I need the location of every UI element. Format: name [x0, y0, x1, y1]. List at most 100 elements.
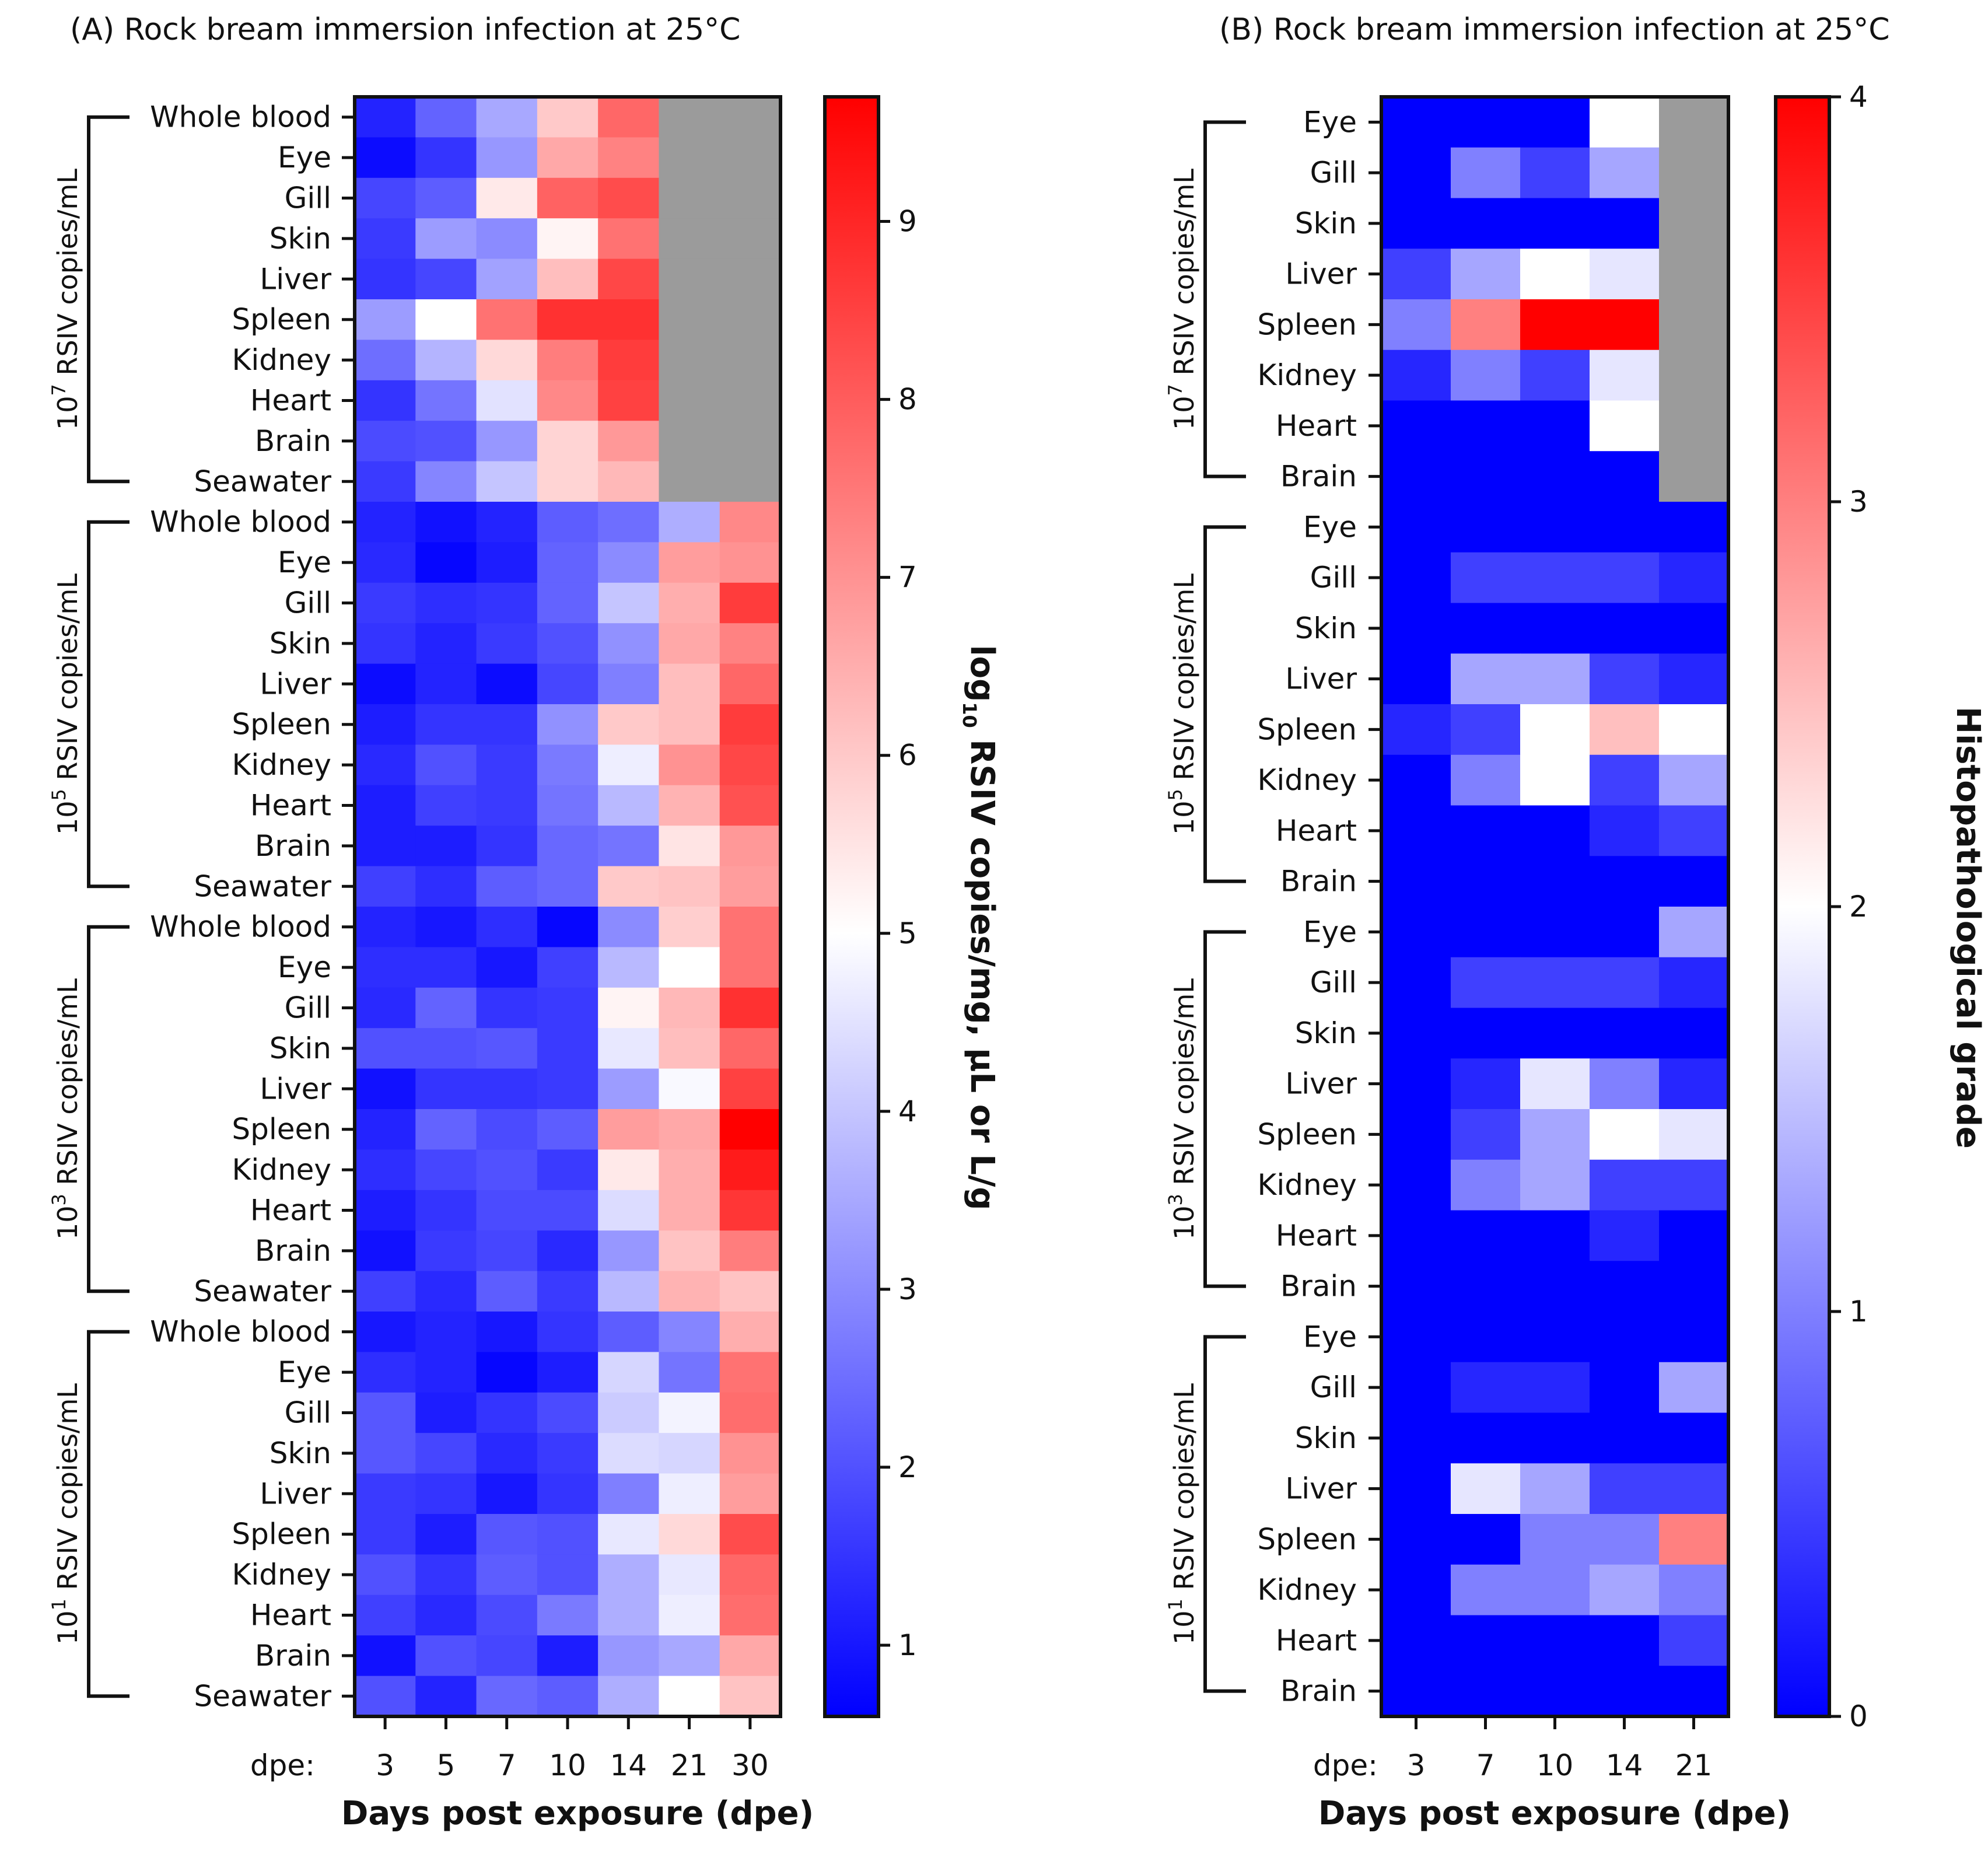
panel-a-row-label: Eye	[278, 1355, 331, 1389]
panel-a-cell-g1-r3-c3	[537, 623, 598, 665]
panel-b-row-label: Eye	[1303, 915, 1357, 949]
panel-b-cell-g1-r0-c4	[1659, 502, 1729, 553]
panel-b-cell-g1-r3-c4	[1659, 653, 1729, 705]
panel-b-cell-g1-r3-c3	[1590, 653, 1660, 705]
panel-b-cell-g0-r4-c0	[1381, 299, 1451, 351]
panel-a-cell-g3-r2-c4	[598, 1392, 660, 1433]
panel-a-cell-g2-r9-c2	[476, 1271, 538, 1312]
panel-b-cell-g3-r4-c2	[1520, 1514, 1590, 1565]
panel-a-cell-g1-r4-c5	[659, 663, 720, 705]
panel-b-colorbar-tick-label: 3	[1849, 485, 1868, 519]
panel-a-group-label-2: 103 RSIV copies/mL	[48, 978, 83, 1240]
group-label-base: 10	[1168, 1205, 1200, 1240]
group-label-exponent: 1	[1164, 1599, 1186, 1610]
panel-b-cell-g1-r5-c4	[1659, 754, 1729, 806]
panel-a-cell-g1-r8-c5	[659, 826, 720, 867]
group-label-base: 10	[1168, 1610, 1200, 1645]
group-label-exponent: 5	[48, 789, 70, 800]
panel-a-x-prefix: dpe:	[250, 1748, 315, 1782]
panel-b-row-label: Skin	[1295, 1421, 1357, 1455]
panel-a-cell-g3-r2-c3	[537, 1392, 598, 1433]
panel-b-cell-g0-r3-c2	[1520, 249, 1590, 300]
group-label-base: 10	[52, 396, 83, 430]
panel-b-cell-g0-r1-c1	[1451, 147, 1521, 199]
panel-a-cell-g2-r1-c0	[355, 947, 416, 988]
panel-a-cell-g0-r0-c4	[598, 97, 660, 138]
panel-b-cell-g0-r2-c1	[1451, 198, 1521, 249]
panel-b-cell-g3-r6-c2	[1520, 1615, 1590, 1666]
panel-a-row-label: Heart	[250, 1599, 331, 1632]
panel-a-cell-g0-r4-c3	[537, 258, 598, 300]
panel-a-x-tick-label: 3	[376, 1748, 394, 1782]
panel-b-cell-g0-r5-c4	[1659, 349, 1729, 401]
panel-a-cell-g1-r2-c5	[659, 582, 720, 624]
panel-a-cell-g3-r7-c0	[355, 1594, 416, 1636]
panel-a-cell-g0-r2-c2	[476, 177, 538, 219]
panel-a-cell-g3-r3-c6	[719, 1433, 781, 1474]
panel-a-colorbar-tick-label: 6	[898, 739, 917, 772]
panel-b-x-tick-label: 10	[1536, 1748, 1574, 1782]
panel-a-cell-g0-r8-c6	[719, 421, 781, 462]
panel-b-row-label: Eye	[1303, 1320, 1357, 1354]
panel-a-cell-g3-r2-c1	[415, 1392, 477, 1433]
panel-a-cell-g2-r7-c6	[719, 1190, 781, 1231]
panel-b-cell-g2-r0-c0	[1381, 907, 1451, 958]
panel-a-cell-g1-r4-c4	[598, 663, 660, 705]
panel-a-cell-g3-r6-c3	[537, 1554, 598, 1596]
panel-a-cell-g0-r4-c5	[659, 258, 720, 300]
panel-b-row-label: Liver	[1285, 1472, 1357, 1506]
panel-a-cell-g3-r3-c1	[415, 1433, 477, 1474]
panel-a-cell-g3-r3-c4	[598, 1433, 660, 1474]
panel-a-cell-g1-r2-c3	[537, 582, 598, 624]
panel-a-cell-g1-r9-c5	[659, 866, 720, 907]
panel-a-cell-g2-r1-c1	[415, 947, 477, 988]
panel-a-row-label: Gill	[285, 586, 331, 620]
panel-a-cell-g2-r7-c1	[415, 1190, 477, 1231]
panel-a-cell-g2-r7-c0	[355, 1190, 416, 1231]
panel-a-cell-g1-r0-c5	[659, 502, 720, 543]
panel-a-colorbar-tick-label: 4	[898, 1094, 917, 1128]
panel-b-cell-g1-r1-c2	[1520, 552, 1590, 604]
panel-b-cell-g3-r0-c0	[1381, 1312, 1451, 1363]
panel-b-cell-g2-r0-c1	[1451, 907, 1521, 958]
panel-a-cell-g3-r8-c6	[719, 1635, 781, 1677]
panel-b-cell-g1-r6-c0	[1381, 805, 1451, 856]
panel-b-cell-g0-r6-c2	[1520, 400, 1590, 452]
panel-a-cell-g0-r9-c1	[415, 461, 477, 502]
panel-b-row-label: Brain	[1280, 865, 1357, 898]
panel-a-cell-g1-r0-c4	[598, 502, 660, 543]
panel-a-cell-g3-r9-c5	[659, 1676, 720, 1717]
panel-a-cell-g2-r9-c0	[355, 1271, 416, 1312]
panel-b-cell-g1-r2-c1	[1451, 603, 1521, 654]
panel-b-cell-g0-r5-c3	[1590, 349, 1660, 401]
panel-a-row-label: Liver	[260, 1477, 331, 1510]
panel-a-group-label-3: 101 RSIV copies/mL	[48, 1383, 83, 1645]
panel-a-cell-g2-r4-c0	[355, 1068, 416, 1110]
panel-a-cell-g1-r1-c1	[415, 542, 477, 583]
panel-a-cell-g1-r6-c1	[415, 744, 477, 786]
panel-a-x-tick-label: 7	[498, 1748, 516, 1782]
panel-b-row-label: Spleen	[1257, 712, 1357, 746]
panel-a-cell-g0-r8-c3	[537, 421, 598, 462]
panel-b-row-label: Kidney	[1258, 763, 1357, 797]
panel-a-cell-g2-r9-c6	[719, 1271, 781, 1312]
panel-a-colorbar-tick-label: 8	[898, 383, 917, 417]
panel-b-cell-g3-r1-c3	[1590, 1362, 1660, 1414]
panel-a-cell-g1-r9-c0	[355, 866, 416, 907]
panel-a-cell-g0-r3-c5	[659, 218, 720, 260]
panel-a-row-label: Skin	[270, 222, 331, 256]
panel-a-cell-g3-r4-c1	[415, 1473, 477, 1515]
panel-b-cell-g1-r3-c0	[1381, 653, 1451, 705]
panel-b-cell-g2-r6-c1	[1451, 1210, 1521, 1261]
panel-b-cell-g3-r3-c1	[1451, 1463, 1521, 1515]
panel-b-cell-g2-r4-c2	[1520, 1109, 1590, 1160]
panel-a-cell-g0-r8-c0	[355, 421, 416, 462]
panel-a-cell-g0-r5-c5	[659, 299, 720, 340]
panel-a-cell-g0-r1-c6	[719, 137, 781, 179]
panel-a-row-label: Kidney	[232, 1558, 331, 1592]
panel-b-row-label: Brain	[1280, 1674, 1357, 1708]
panel-a-cell-g3-r5-c3	[537, 1514, 598, 1555]
panel-a-row-label: Heart	[250, 1194, 331, 1227]
panel-b-cell-g1-r3-c2	[1520, 653, 1590, 705]
panel-b-group-label-1: 105 RSIV copies/mL	[1164, 573, 1200, 835]
